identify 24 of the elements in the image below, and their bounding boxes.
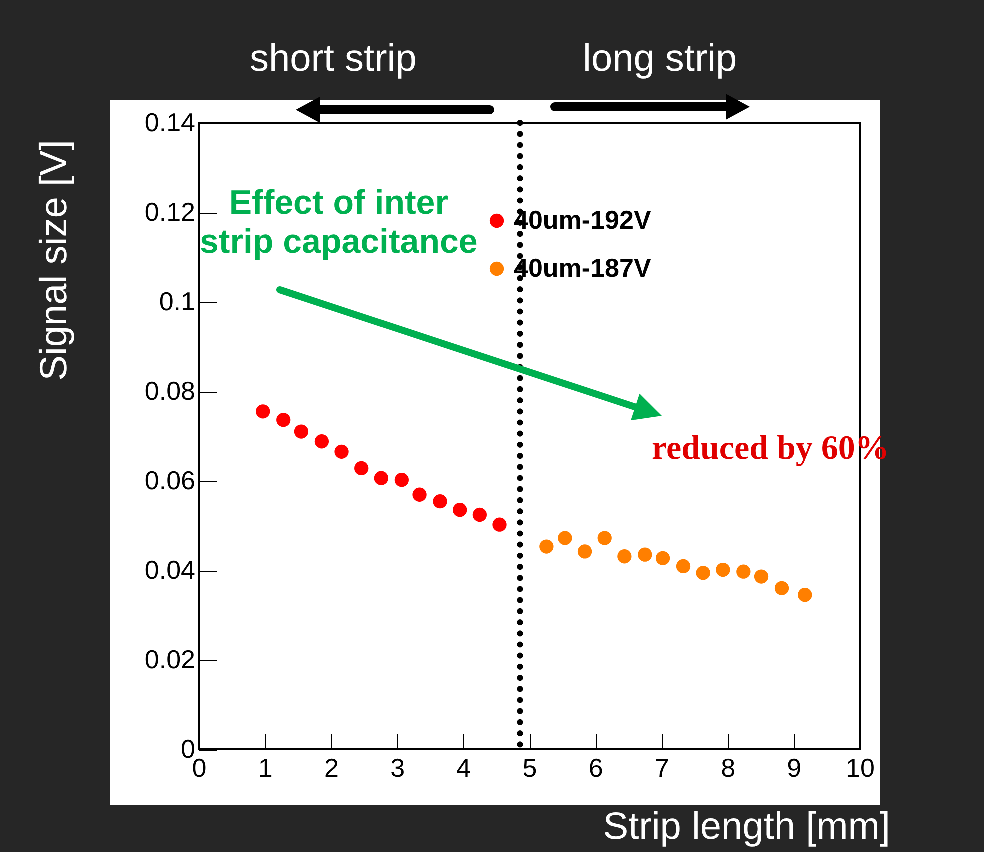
x-tick-label: 10 [846, 753, 875, 783]
legend-label: 40um-192V [514, 205, 652, 235]
y-tick-label: 0.08 [144, 376, 196, 406]
y-tick-label: 0.06 [144, 466, 196, 496]
x-tick-label: 9 [787, 753, 802, 783]
y-tick-label: 0.14 [144, 108, 196, 138]
x-tick-label: 6 [588, 753, 604, 783]
x-tick-label: 2 [324, 753, 339, 783]
x-tick-label: 5 [522, 753, 538, 783]
x-tick-label: 4 [456, 753, 472, 783]
x-tick-label: 3 [390, 753, 406, 783]
annotation: Effect of inter strip capacitance [200, 184, 478, 262]
legend-label: 40um-187V [514, 253, 652, 283]
y-tick-label: 0.1 [159, 286, 196, 316]
x-axis-title: Strip length [mm] [603, 806, 890, 848]
x-tick-label: 8 [721, 753, 736, 783]
text: long strip [583, 38, 738, 81]
text: short strip [250, 38, 417, 81]
y-tick-label: 0.12 [144, 197, 196, 227]
x-tick-label: 1 [258, 753, 273, 783]
y-axis-title: Signal size [V] [34, 140, 76, 381]
x-tick-label: 7 [654, 753, 670, 783]
y-tick-label: 0.04 [144, 555, 196, 585]
y-tick-label: 0.02 [144, 644, 196, 674]
